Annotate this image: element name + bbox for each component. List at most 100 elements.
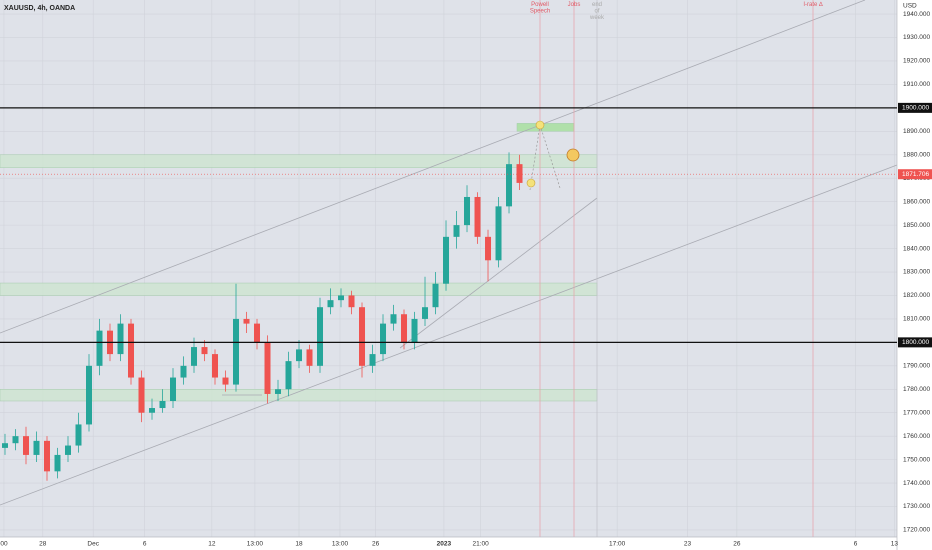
x-tick-label: 6 [854,541,858,548]
y-tick-label: 1720.000 [903,527,930,534]
y-tick-label: 1760.000 [903,433,930,440]
candle-body [464,196,471,226]
candle-body [149,408,156,413]
y-tick-label: 1740.000 [903,480,930,487]
x-tick-label: 26 [372,541,380,548]
candle-body [369,354,376,366]
y-tick-label: 1860.000 [903,198,930,205]
trend-line [0,164,898,506]
candle-body [338,295,345,301]
candle-body [474,196,481,237]
time-axis [0,537,897,550]
currency-label: USD [903,3,917,10]
candle-body [506,164,513,207]
x-tick-label: 13:00 [332,541,349,548]
candle-body [12,436,19,444]
candle-body [327,300,334,308]
y-tick-label: 1940.000 [903,11,930,18]
x-tick-label: 00 [0,541,8,548]
y-tick-label: 1880.000 [903,151,930,158]
candle-body [1,443,8,448]
candle-body [128,323,135,378]
y-tick-label: 1810.000 [903,316,930,323]
candle-body [264,342,271,394]
candle-body [422,307,429,319]
x-tick-label: 18 [295,541,303,548]
candle-body [432,283,439,308]
candle-body [86,365,93,425]
trend-line [0,0,866,334]
level-label: 1900.000 [902,105,929,112]
x-tick-label: 12 [208,541,216,548]
y-tick-label: 1750.000 [903,456,930,463]
candle-body [275,389,282,394]
candle-body [411,318,418,343]
projection [529,124,561,191]
annotation: I-rate ∆ [803,1,823,8]
candle-body [243,318,250,324]
candle-body [306,349,313,366]
annotation: end of week [589,2,605,21]
candle-body [254,323,261,343]
candle-body [65,445,72,455]
y-tick-label: 1850.000 [903,222,930,229]
y-tick-label: 1730.000 [903,503,930,510]
marker [526,178,536,188]
marker [535,120,545,130]
candle-body [180,365,187,378]
candle-body [117,323,124,355]
y-tick-label: 1790.000 [903,363,930,370]
zones [0,123,598,402]
annotation: Jobs [568,2,581,8]
y-tick-label: 1920.000 [903,58,930,65]
y-tick-label: 1770.000 [903,409,930,416]
candle-body [348,295,355,308]
annotation: Powell Speech [530,2,550,15]
candle-body [285,361,292,390]
candle-body [317,307,324,366]
x-tick-label: 17:00 [609,541,626,548]
candle-body [380,323,387,355]
candle-body [296,349,303,362]
x-tick-label: 23 [684,541,692,548]
x-tick-label: 28 [39,541,47,548]
zone [516,123,575,132]
y-tick-label: 1830.000 [903,269,930,276]
x-tick-label: 13:00 [247,541,264,548]
candle-body [359,307,366,366]
x-tick-label: 6 [143,541,147,548]
candle-body [212,354,219,378]
y-tick-label: 1890.000 [903,128,930,135]
candle-body [390,314,397,324]
level-tag [898,337,932,348]
candle-body [22,436,29,455]
candle-body [159,400,166,409]
candle-body [453,225,460,237]
candle-body [96,330,103,366]
chart-title: XAUUSD, 4h, OANDA [4,5,75,12]
level-label: 1800.000 [902,339,929,346]
x-tick-label: Dec [87,541,99,548]
candle-body [138,377,145,413]
y-tick-label: 1780.000 [903,386,930,393]
candle-body [233,318,240,385]
candle-body [33,440,40,455]
x-tick-label: 21:00 [473,541,490,548]
current-price-tag [898,169,932,180]
candle-body [191,347,198,366]
candle-body [54,454,61,472]
y-tick-label: 1930.000 [903,34,930,41]
x-tick-label: 2023 [437,541,452,548]
price-axis [897,0,932,550]
candles [1,152,523,481]
candle-body [170,377,177,401]
level-tag [898,102,932,113]
candle-body [222,377,229,385]
candle-body [516,164,523,183]
marker [566,148,580,162]
trend-line [399,197,598,349]
x-tick-label: 13 [891,541,899,548]
